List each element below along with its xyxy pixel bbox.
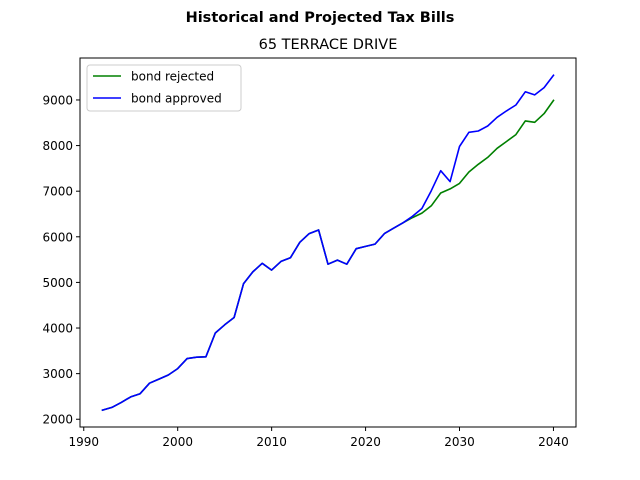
- y-tick-label: 5000: [42, 276, 73, 290]
- y-tick-label: 7000: [42, 185, 73, 199]
- axes-frame: [79, 57, 577, 428]
- y-tick-label: 8000: [42, 139, 73, 153]
- y-tick-label: 4000: [42, 322, 73, 336]
- x-tick-label: 2030: [444, 435, 475, 449]
- y-tick-label: 9000: [42, 93, 73, 107]
- chart-title: 65 TERRACE DRIVE: [259, 37, 398, 53]
- legend: bond rejected bond approved: [86, 64, 242, 112]
- chart-suptitle: Historical and Projected Tax Bills: [186, 10, 455, 26]
- x-tick-label: 2010: [256, 435, 287, 449]
- x-tick-label: 2040: [538, 435, 569, 449]
- y-tick-label: 2000: [42, 413, 73, 427]
- x-tick-label: 1990: [68, 435, 99, 449]
- legend-label: bond rejected: [131, 70, 214, 84]
- legend-box: [86, 64, 242, 112]
- y-tick-label: 3000: [42, 367, 73, 381]
- x-tick-label: 2020: [350, 435, 381, 449]
- legend-label: bond approved: [131, 92, 222, 106]
- y-tick-label: 6000: [42, 230, 73, 244]
- plot-area: [101, 74, 555, 412]
- series-line-bond-approved: [101, 74, 555, 412]
- x-tick-label: 2000: [162, 435, 193, 449]
